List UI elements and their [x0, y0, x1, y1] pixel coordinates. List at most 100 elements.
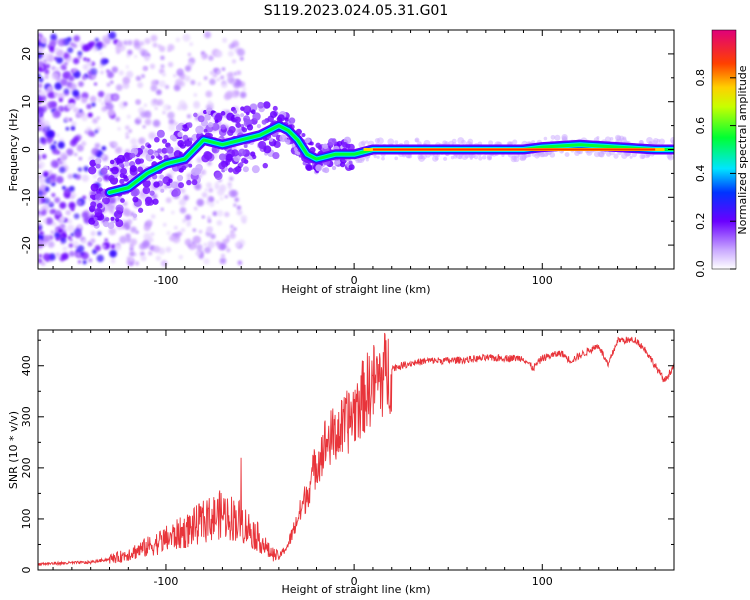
- noise-point: [81, 97, 88, 104]
- noise-point: [143, 224, 151, 232]
- noise-point: [184, 214, 192, 221]
- noise-point: [180, 228, 186, 233]
- noise-point: [209, 78, 216, 86]
- noise-point: [86, 58, 90, 62]
- noise-point: [38, 190, 44, 197]
- noise-point: [186, 114, 192, 119]
- noise-point: [76, 245, 85, 253]
- halo-point: [473, 154, 479, 160]
- noise-point: [152, 42, 158, 48]
- noise-point: [107, 71, 114, 79]
- noise-point: [38, 42, 41, 48]
- noise-point: [192, 243, 197, 249]
- noise-point: [60, 78, 68, 86]
- noise-point: [67, 36, 72, 42]
- signal-point: [154, 136, 160, 143]
- noise-point: [236, 205, 242, 210]
- signal-point: [138, 158, 145, 164]
- noise-point: [55, 150, 61, 155]
- noise-point: [212, 211, 218, 217]
- spectrogram-y-tick-label: 0: [20, 146, 33, 153]
- noise-point: [228, 71, 234, 78]
- snr-line-path: [38, 332, 674, 567]
- halo-point: [387, 138, 395, 146]
- signal-point: [252, 112, 261, 121]
- noise-point: [135, 75, 142, 82]
- spectrogram-x-tick-label: 0: [351, 274, 358, 287]
- noise-point: [42, 170, 49, 177]
- noise-point: [38, 73, 41, 79]
- noise-point: [67, 173, 73, 180]
- noise-point: [92, 117, 98, 124]
- signal-point: [170, 181, 178, 189]
- noise-point: [125, 237, 132, 243]
- signal-point: [137, 166, 144, 173]
- noise-point: [49, 209, 54, 215]
- noise-point: [158, 68, 165, 75]
- noise-point: [69, 41, 75, 47]
- halo-point: [670, 136, 674, 144]
- signal-point: [101, 196, 110, 205]
- signal-point: [250, 151, 256, 157]
- noise-point: [178, 68, 183, 73]
- noise-point: [59, 151, 68, 160]
- noise-point: [127, 39, 133, 46]
- signal-point: [228, 126, 236, 134]
- noise-point: [193, 235, 201, 244]
- noise-point: [125, 135, 129, 139]
- noise-point: [50, 230, 55, 234]
- signal-point: [176, 174, 184, 182]
- snr-y-tick-label: 200: [20, 457, 33, 478]
- noise-point: [90, 73, 97, 80]
- noise-point: [116, 40, 123, 48]
- noise-point: [68, 117, 73, 122]
- noise-point: [62, 52, 70, 59]
- signal-point: [145, 200, 151, 207]
- noise-point: [203, 258, 210, 265]
- noise-point: [73, 35, 80, 42]
- halo-point: [478, 156, 483, 161]
- noise-point: [54, 197, 61, 204]
- signal-point: [182, 134, 189, 141]
- signal-point: [147, 148, 154, 156]
- noise-point: [39, 207, 43, 212]
- noise-point: [162, 222, 167, 227]
- signal-point: [214, 171, 223, 180]
- halo-point: [377, 137, 384, 145]
- noise-point: [44, 127, 48, 131]
- signal-point: [242, 105, 252, 114]
- noise-point: [152, 98, 158, 104]
- noise-point: [162, 110, 166, 115]
- noise-point: [60, 237, 67, 244]
- noise-point: [224, 211, 230, 218]
- noise-point: [167, 61, 174, 68]
- noise-point: [104, 238, 109, 242]
- noise-point: [38, 116, 45, 123]
- noise-point: [66, 148, 74, 156]
- noise-point: [193, 206, 198, 211]
- halo-point: [564, 152, 570, 158]
- noise-point: [58, 166, 66, 174]
- signal-point: [272, 105, 278, 111]
- signal-point: [277, 114, 285, 122]
- noise-point: [71, 68, 77, 74]
- noise-point: [65, 210, 71, 216]
- noise-point: [142, 65, 148, 72]
- signal-point: [234, 116, 241, 124]
- noise-point: [100, 154, 106, 159]
- signal-point: [272, 151, 280, 160]
- signal-point: [238, 148, 246, 157]
- noise-point: [133, 42, 141, 50]
- noise-point: [115, 84, 123, 91]
- signal-point: [150, 155, 155, 160]
- noise-point: [204, 246, 211, 254]
- noise-point: [125, 65, 129, 69]
- halo-point: [365, 158, 369, 162]
- noise-point: [40, 37, 47, 44]
- halo-point: [527, 153, 532, 158]
- snr-x-axis: -100 0 100: [52, 330, 675, 588]
- spectrogram-x-axis: -100 0 100: [52, 30, 675, 287]
- signal-point: [333, 160, 339, 166]
- signal-point: [90, 183, 99, 192]
